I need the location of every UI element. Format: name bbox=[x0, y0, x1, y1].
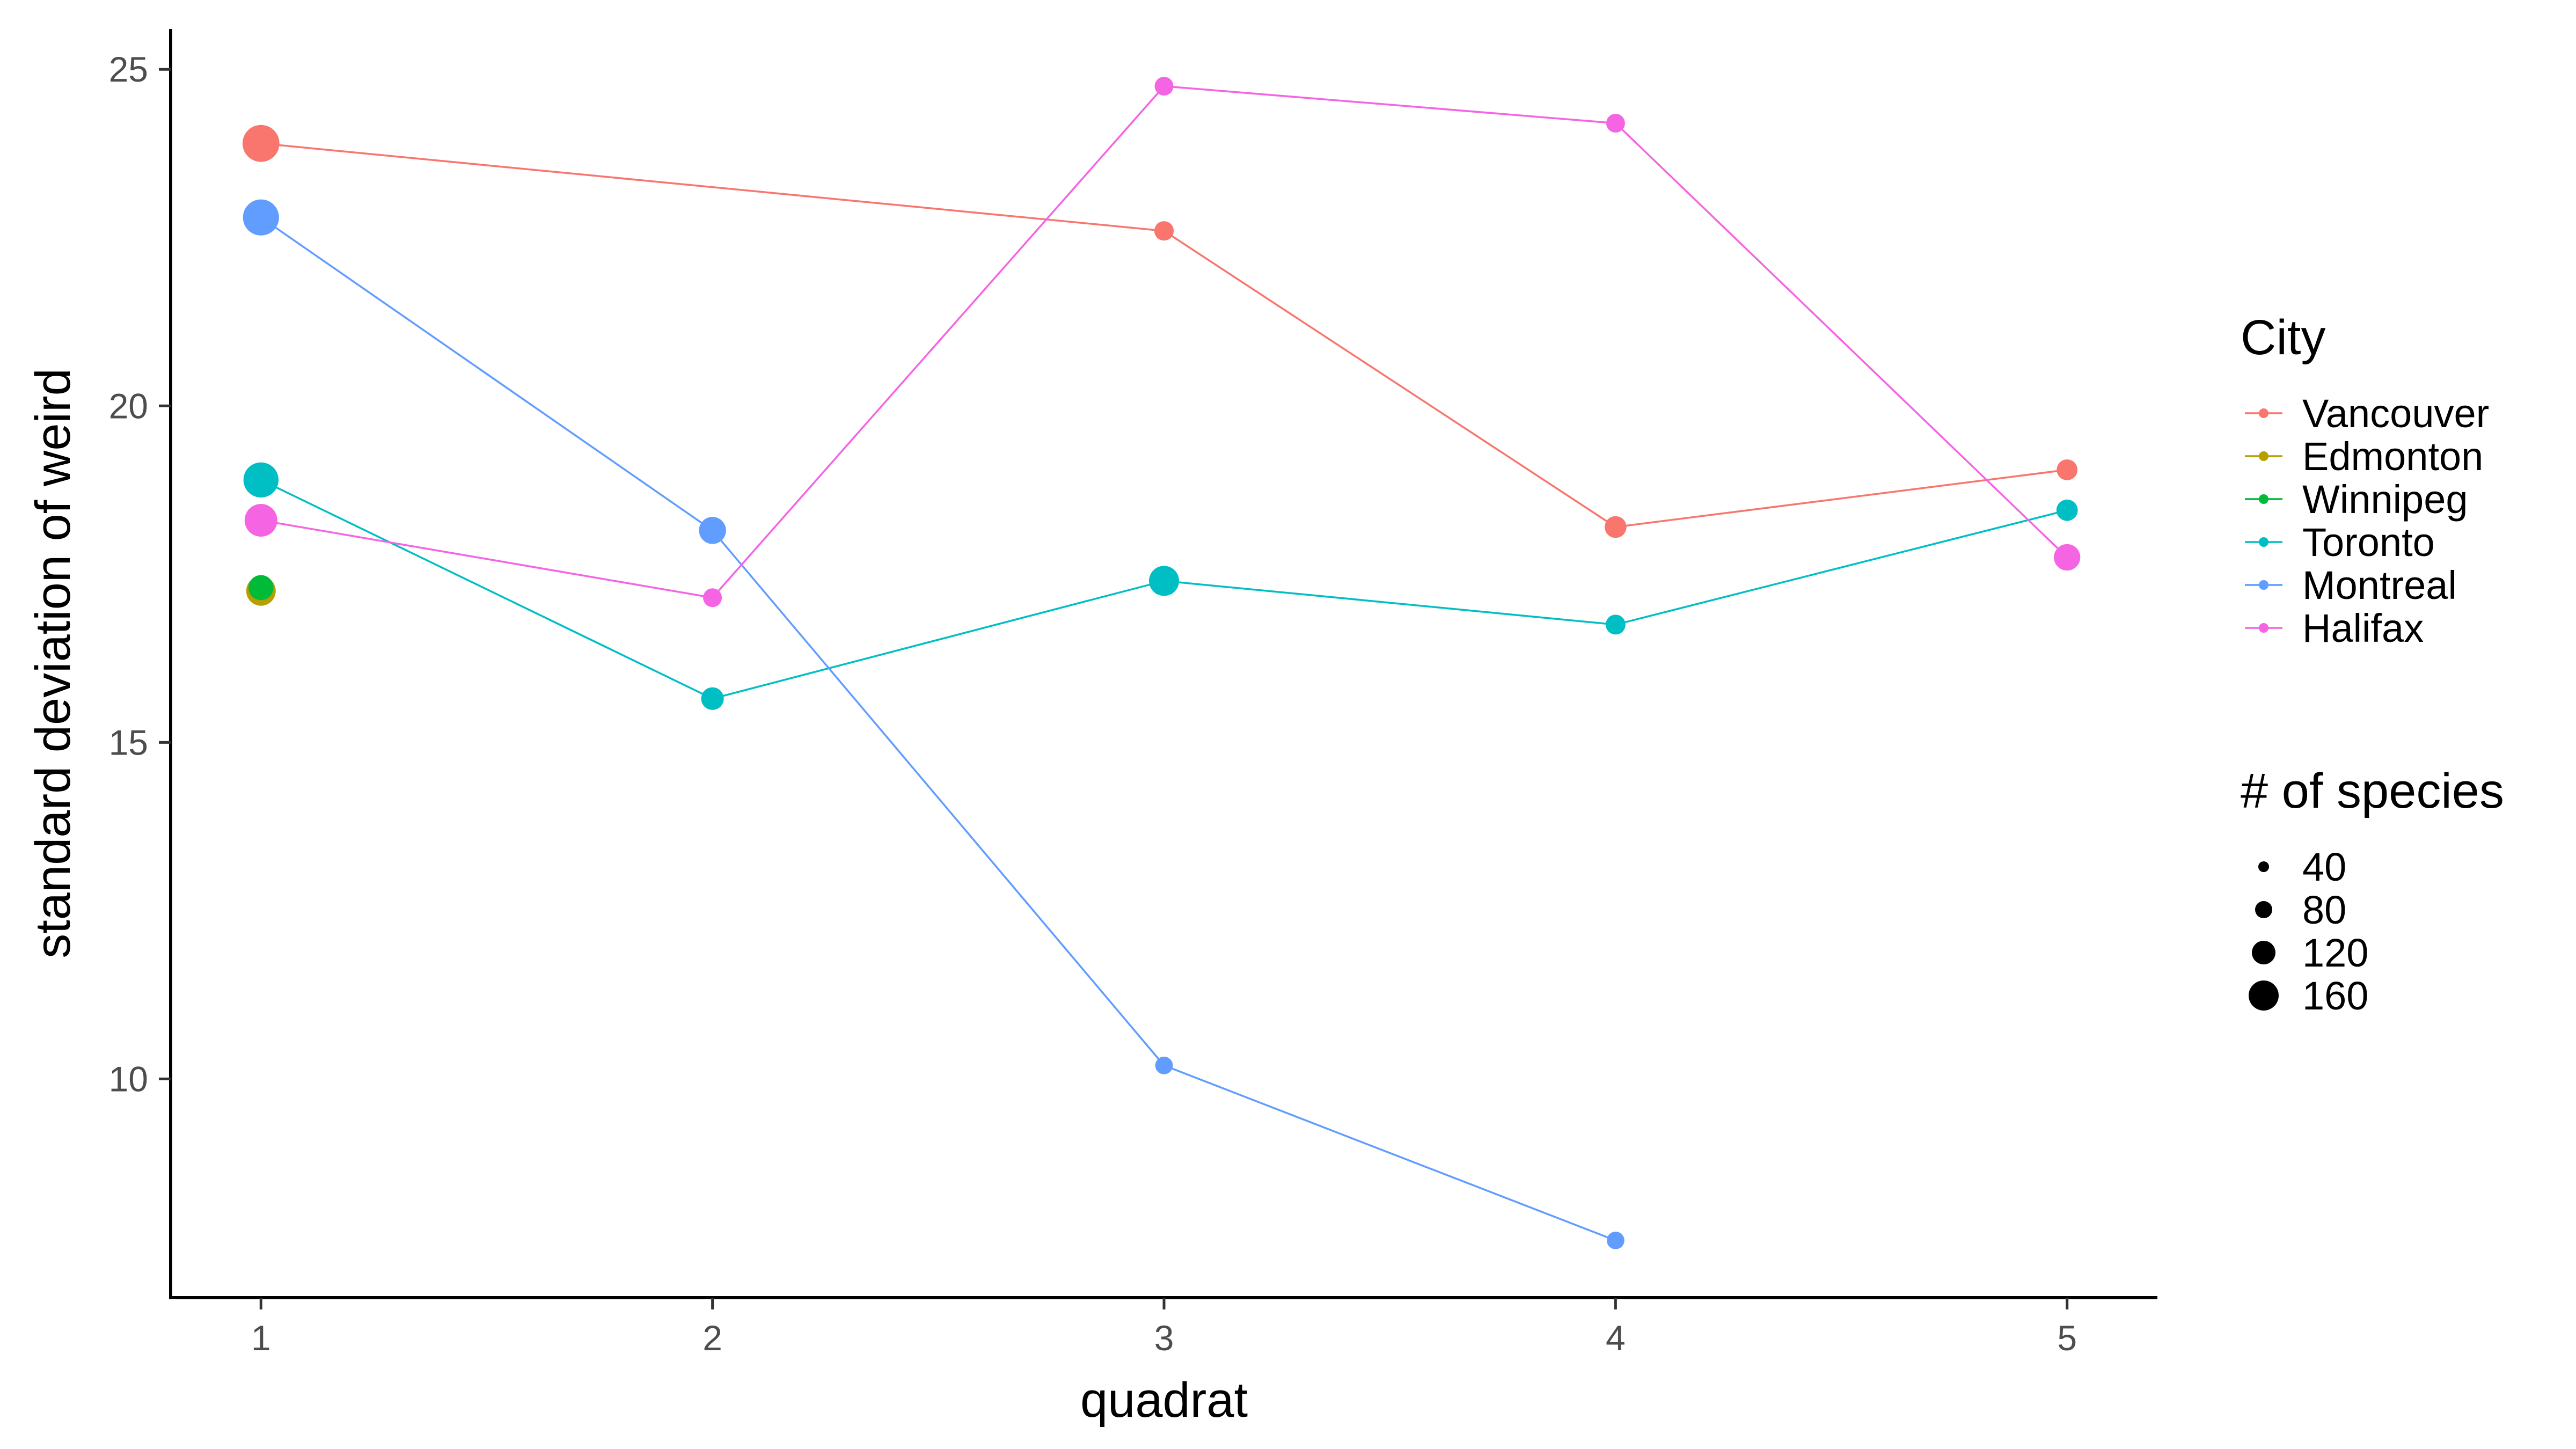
x-ticks: 1 2 3 4 5 bbox=[251, 1298, 2077, 1358]
legend-size-point bbox=[2255, 901, 2272, 918]
x-tick-label: 5 bbox=[2057, 1318, 2077, 1358]
legend-size-label: 40 bbox=[2302, 845, 2346, 889]
point-halifax-4 bbox=[1606, 114, 1625, 133]
legend-point-montreal bbox=[2259, 580, 2268, 590]
legend-point-halifax bbox=[2259, 623, 2268, 633]
point-vancouver-4 bbox=[2057, 459, 2078, 480]
legend-color-title: City bbox=[2241, 310, 2325, 365]
point-montreal-4 bbox=[1607, 1232, 1624, 1249]
series-points bbox=[242, 77, 2081, 1249]
legend-label-vancouver: Vancouver bbox=[2302, 391, 2489, 436]
legend-size-point bbox=[2249, 980, 2279, 1011]
legend-point-winnipeg bbox=[2259, 494, 2268, 504]
legend-label-halifax: Halifax bbox=[2302, 606, 2424, 650]
point-halifax-1 bbox=[244, 504, 277, 537]
point-vancouver-2 bbox=[1154, 221, 1174, 241]
point-halifax-3 bbox=[1154, 77, 1174, 96]
series-line-montreal bbox=[260, 216, 1616, 1242]
legend-label-edmonton: Edmonton bbox=[2302, 434, 2483, 479]
legend-label-montreal: Montreal bbox=[2302, 563, 2457, 608]
legend-label-toronto: Toronto bbox=[2302, 520, 2435, 565]
point-montreal-2 bbox=[699, 517, 726, 544]
x-tick-label: 3 bbox=[1154, 1318, 1174, 1358]
point-halifax-2 bbox=[703, 588, 722, 608]
legend-size-label: 160 bbox=[2302, 974, 2368, 1018]
y-tick-label: 25 bbox=[109, 49, 148, 89]
point-toronto-1 bbox=[243, 462, 279, 497]
point-toronto-4 bbox=[1605, 614, 1626, 635]
x-tick-label: 4 bbox=[1606, 1318, 1626, 1358]
point-toronto-3 bbox=[1149, 566, 1179, 596]
legend: City VancouverEdmontonWinnipegTorontoMon… bbox=[2241, 310, 2504, 1018]
point-winnipeg-1 bbox=[248, 575, 274, 601]
legend-point-edmonton bbox=[2259, 451, 2268, 461]
legend-size-point bbox=[2252, 941, 2275, 964]
point-toronto-2 bbox=[701, 687, 724, 710]
x-tick-label: 1 bbox=[251, 1318, 271, 1358]
legend-size-title: # of species bbox=[2241, 764, 2504, 818]
series-line-halifax bbox=[261, 85, 2068, 599]
point-toronto-5 bbox=[2056, 499, 2078, 521]
x-tick-label: 2 bbox=[702, 1318, 722, 1358]
point-vancouver-1 bbox=[242, 125, 280, 162]
point-halifax-5 bbox=[2054, 544, 2081, 571]
y-axis-title: standard deviation of weird bbox=[26, 368, 80, 958]
legend-point-vancouver bbox=[2259, 408, 2268, 418]
point-vancouver-3 bbox=[1605, 516, 1627, 538]
legend-label-winnipeg: Winnipeg bbox=[2302, 477, 2468, 522]
point-montreal-1 bbox=[243, 199, 279, 236]
series-line-vancouver bbox=[261, 142, 2067, 528]
legend-point-toronto bbox=[2259, 537, 2268, 547]
legend-color-entries: VancouverEdmontonWinnipegTorontoMontreal… bbox=[2245, 391, 2489, 650]
y-tick-label: 15 bbox=[109, 722, 148, 762]
y-tick-label: 20 bbox=[109, 386, 148, 426]
x-axis-title: quadrat bbox=[1080, 1373, 1248, 1428]
legend-size-label: 80 bbox=[2302, 888, 2346, 932]
legend-size-point bbox=[2258, 861, 2269, 872]
y-tick-label: 10 bbox=[109, 1059, 148, 1099]
point-montreal-3 bbox=[1155, 1056, 1173, 1074]
y-ticks: 10 15 20 25 bbox=[109, 49, 171, 1099]
legend-size-label: 120 bbox=[2302, 931, 2368, 975]
